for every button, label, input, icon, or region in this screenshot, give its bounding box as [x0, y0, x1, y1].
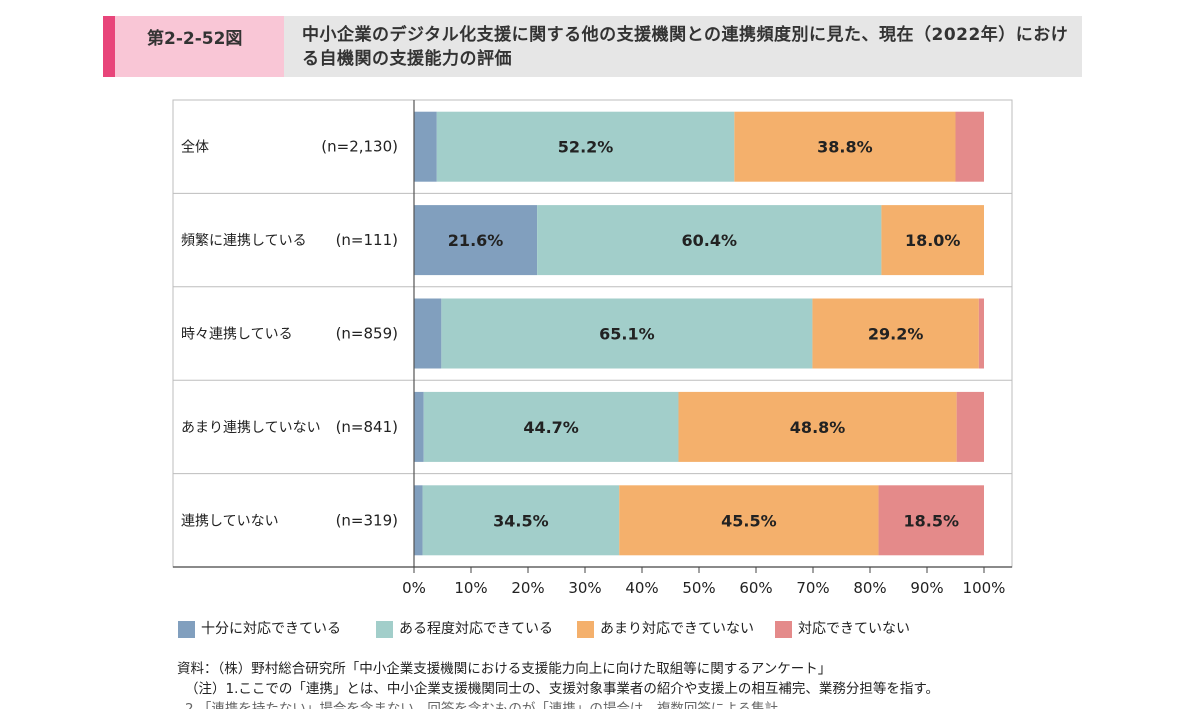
category-label: 頻繁に連携している — [181, 233, 307, 249]
category-label: 時々連携している — [181, 327, 293, 343]
legend-swatch-fully — [178, 621, 195, 638]
x-tick-label: 20% — [511, 579, 544, 597]
legend-label-not-much: あまり対応できていない — [600, 621, 754, 637]
x-tick-label: 60% — [739, 579, 772, 597]
data-label: 65.1% — [599, 325, 655, 344]
chart-notes: 資料：（株）野村総合研究所「中小企業支援機関における支援能力向上に向けた取組等に… — [177, 659, 1137, 709]
bar-segment — [878, 485, 984, 556]
sample-size-label: (n=111) — [336, 231, 398, 249]
figure-header: 第2-2-52図 中小企業のデジタル化支援に関する他の支援機関との連携頻度別に見… — [103, 16, 1082, 77]
source-note: 資料：（株）野村総合研究所「中小企業支援機関における支援能力向上に向けた取組等に… — [177, 661, 832, 677]
data-label: 21.6% — [448, 231, 504, 250]
note-1: （注）1.ここでの「連携」とは、中小企業支援機関同士の、支援対象事業者の紹介や支… — [185, 681, 940, 697]
data-label: 18.5% — [904, 511, 960, 530]
figure-title: 中小企業のデジタル化支援に関する他の支援機関との連携頻度別に見た、現在（2022… — [284, 16, 1082, 77]
bar-segment — [414, 485, 423, 556]
x-tick-label: 30% — [568, 579, 601, 597]
data-label: 48.8% — [790, 418, 846, 437]
x-tick-label: 100% — [963, 579, 1006, 597]
bar-segment — [678, 391, 957, 462]
category-label: あまり連携していない — [181, 420, 321, 436]
data-label: 44.7% — [523, 418, 579, 437]
data-label: 18.0% — [905, 231, 961, 250]
bar-segment — [956, 391, 984, 462]
bar-segment — [812, 298, 979, 369]
data-label: 52.2% — [558, 138, 614, 157]
bar-segment — [955, 111, 984, 182]
legend-label-somewhat: ある程度対応できている — [399, 621, 553, 637]
sample-size-label: (n=319) — [336, 511, 398, 529]
bar-segment — [537, 205, 882, 276]
data-label: 60.4% — [682, 231, 738, 250]
bar-segment — [619, 485, 879, 556]
data-label: 29.2% — [868, 325, 924, 344]
x-tick-label: 80% — [853, 579, 886, 597]
bar-segment — [414, 205, 538, 276]
figure-number: 第2-2-52図 — [115, 16, 284, 77]
x-tick-label: 0% — [402, 579, 426, 597]
sample-size-label: (n=841) — [336, 418, 398, 436]
legend-label-fully: 十分に対応できている — [201, 621, 341, 637]
header-accent-bar — [103, 16, 115, 77]
legend-swatch-somewhat — [376, 621, 393, 638]
data-label: 38.8% — [817, 138, 873, 157]
category-label: 連携していない — [181, 513, 279, 529]
legend-label-not-at-all: 対応できていない — [798, 621, 910, 637]
bar-segment — [423, 391, 679, 462]
bar-segment — [881, 205, 984, 276]
x-tick-label: 40% — [625, 579, 658, 597]
legend-swatch-not-much — [577, 621, 594, 638]
sample-size-label: (n=2,130) — [321, 138, 398, 156]
x-tick-label: 90% — [910, 579, 943, 597]
bar-segment — [436, 111, 735, 182]
note-2-partial: 2.「連携を持たない」場合を含まない。回答を含むものが「連携」の場合は、複数回答… — [185, 701, 792, 709]
x-tick-label: 10% — [454, 579, 487, 597]
sample-size-label: (n=859) — [336, 325, 398, 343]
bar-segment — [978, 298, 984, 369]
legend-swatch-not-at-all — [775, 621, 792, 638]
x-tick-label: 50% — [682, 579, 715, 597]
bar-segment — [441, 298, 813, 369]
data-label: 34.5% — [493, 511, 549, 530]
stacked-bar-chart: 全体 (n=2,130) 52.2% 38.8% 頻繁に連携している (n=111) 21.… — [172, 99, 1013, 597]
bar-segment — [422, 485, 620, 556]
bar-segment — [414, 391, 424, 462]
data-label: 45.5% — [721, 511, 777, 530]
bar-segment — [414, 298, 442, 369]
bar-segment — [414, 111, 437, 182]
x-tick-label: 70% — [796, 579, 829, 597]
category-label: 全体 — [181, 139, 209, 156]
bar-segment — [734, 111, 956, 182]
